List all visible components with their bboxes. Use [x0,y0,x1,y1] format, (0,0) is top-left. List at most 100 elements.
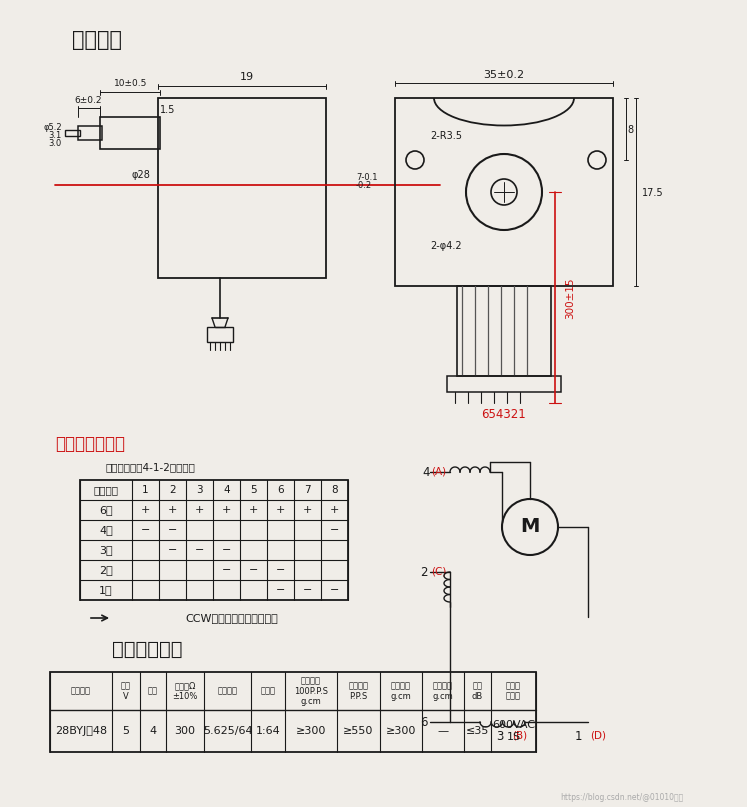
Text: 绦缘介
电强度: 绦缘介 电强度 [506,681,521,700]
Text: 28BYJ－48: 28BYJ－48 [55,726,107,736]
Text: 1: 1 [142,485,149,495]
Text: 减速比: 减速比 [261,687,276,696]
Text: +: + [330,505,339,515]
Bar [158,98,326,278]
Text: 6: 6 [421,716,428,729]
Text: φ5.2: φ5.2 [43,123,62,132]
Text: +: + [168,505,177,515]
Text: 1.5: 1.5 [161,105,176,115]
Text: 2粉: 2粉 [99,565,113,575]
Text: +: + [195,505,204,515]
Bar [50,672,536,752]
Text: —: — [438,726,448,736]
Bar [78,126,102,140]
Bar [100,117,160,149]
Text: 定位转矩
g.cm: 定位转矩 g.cm [391,681,412,700]
Text: 6红: 6红 [99,505,113,515]
Text: ≥300: ≥300 [296,726,326,736]
Text: −: − [168,525,177,535]
Text: −: − [141,525,150,535]
Text: 5: 5 [123,726,129,736]
Text: 10±0.5: 10±0.5 [114,79,148,88]
Text: 噪声
dB: 噪声 dB [472,681,483,700]
Text: 1:64: 1:64 [255,726,280,736]
Text: 8: 8 [627,125,633,135]
Text: φ28: φ28 [131,170,150,180]
Text: 2-φ4.2: 2-φ4.2 [430,241,462,251]
Text: 4: 4 [223,485,230,495]
Text: −: − [195,545,204,555]
Text: 驱动方式：（4-1-2相驱动）: 驱动方式：（4-1-2相驱动） [105,462,195,472]
Text: 主要技术参数: 主要技术参数 [112,640,182,659]
Text: +: + [222,505,231,515]
Text: 起动转矩
100P.P.S
g.cm: 起动转矩 100P.P.S g.cm [294,676,328,706]
Text: 电压
V: 电压 V [121,681,131,700]
Text: +: + [249,505,258,515]
Text: 摩擦转矩
g.cm: 摩擦转矩 g.cm [433,681,453,700]
Text: ≤35: ≤35 [466,726,489,736]
Bar [457,286,551,376]
Text: 相数: 相数 [148,687,158,696]
Text: 3.0: 3.0 [49,139,62,148]
Text: 2: 2 [421,566,428,579]
Text: CCW方向旋转（轴伸端视）: CCW方向旋转（轴伸端视） [185,613,278,623]
Text: 5.625/64: 5.625/64 [202,726,252,736]
Text: ≥300: ≥300 [385,726,416,736]
Text: 3黄: 3黄 [99,545,113,555]
Bar [80,480,348,600]
Text: 3: 3 [496,730,503,742]
Bar [447,376,561,392]
Text: 2: 2 [169,485,176,495]
Text: −: − [168,545,177,555]
Text: 19: 19 [240,72,254,82]
Text: 17.5: 17.5 [642,188,663,198]
Text: https://blog.csdn.net/@01010博客: https://blog.csdn.net/@01010博客 [560,793,684,802]
Text: 4橙: 4橙 [99,525,113,535]
Text: 4: 4 [149,726,157,736]
Text: (B): (B) [512,731,527,741]
Text: 4: 4 [423,466,430,479]
Text: −: − [222,545,231,555]
Bar [395,98,613,286]
Text: 1蓝: 1蓝 [99,585,113,595]
Bar [207,327,233,342]
Text: 5: 5 [250,485,257,495]
Text: 6±0.2: 6±0.2 [74,96,102,105]
Text: −: − [249,565,258,575]
Text: +: + [141,505,150,515]
Text: 7-0.1: 7-0.1 [356,174,377,182]
Text: 300±15: 300±15 [565,278,575,319]
Text: 步距角度: 步距角度 [217,687,238,696]
Text: 外型尺寸: 外型尺寸 [72,30,122,50]
Text: 驱动方法及参数: 驱动方法及参数 [55,435,125,453]
Text: 2-R3.5: 2-R3.5 [430,131,462,141]
Text: 3.1: 3.1 [49,132,62,140]
Text: 3: 3 [196,485,203,495]
Text: (D): (D) [590,731,606,741]
Text: 8: 8 [331,485,338,495]
Text: M: M [521,517,539,537]
Text: 6: 6 [277,485,284,495]
Text: 7: 7 [304,485,311,495]
Text: −: − [276,565,285,575]
Text: 600VAC
1S: 600VAC 1S [492,720,535,742]
Bar [65,130,80,136]
Text: ≥550: ≥550 [344,726,374,736]
Text: (C): (C) [431,567,447,577]
Text: +: + [303,505,312,515]
Text: 相电阻Ω
±10%: 相电阻Ω ±10% [173,681,198,700]
Text: 电机型号: 电机型号 [71,687,91,696]
Text: 35±0.2: 35±0.2 [483,70,524,80]
Text: 1: 1 [574,730,582,742]
Text: −: − [303,585,312,595]
Text: (A): (A) [431,467,446,477]
Text: −: − [330,585,339,595]
Text: 起动频率
P.P.S: 起动频率 P.P.S [349,681,368,700]
Text: 300: 300 [175,726,196,736]
Text: −: − [276,585,285,595]
Text: −: − [222,565,231,575]
Text: −: − [330,525,339,535]
Text: 654321: 654321 [482,408,527,421]
Text: +: + [276,505,285,515]
Text: 导线颜色: 导线颜色 [93,485,119,495]
